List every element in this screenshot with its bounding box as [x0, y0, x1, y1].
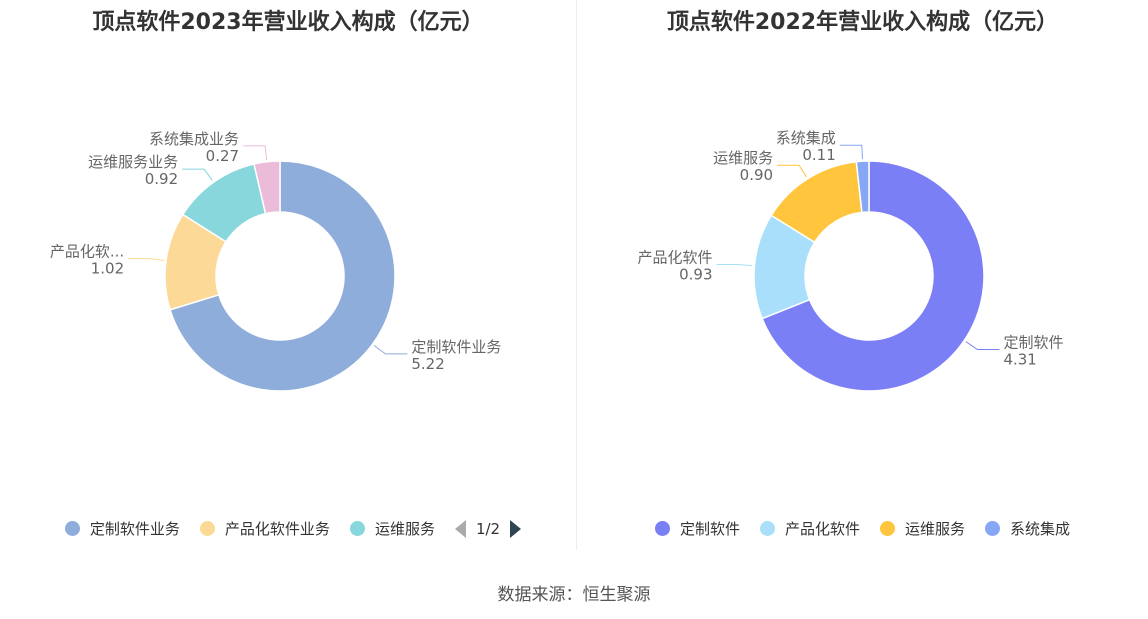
- legend-label: 定制软件业务: [89, 520, 180, 538]
- slice-label: 运维服务业务: [88, 153, 178, 171]
- legend-item[interactable]: 产品化软件业务: [199, 518, 330, 539]
- leader-line: [716, 263, 753, 267]
- legend-item[interactable]: 系统集成: [985, 518, 1070, 539]
- legend-marker: [759, 521, 775, 536]
- pie-slice[interactable]: [253, 160, 281, 215]
- legend-item[interactable]: 定制软件业务: [64, 518, 180, 539]
- legend-item[interactable]: 定制软件: [654, 518, 740, 539]
- legend-marker: [349, 521, 365, 536]
- slice-label: 系统集成业务: [149, 130, 239, 148]
- slice-label: 定制软件: [1003, 333, 1063, 351]
- legend-pager: 1/2: [454, 519, 522, 538]
- leader-line: [128, 258, 165, 261]
- legend-marker: [880, 521, 895, 536]
- chart-panel-2022: 顶点软件2022年营业收入构成（亿元） 定制软件 4.31 产品化软件 0.93 运维服…: [577, 0, 1148, 560]
- leader-line: [777, 164, 807, 178]
- slice-value-label: 4.31: [1003, 350, 1036, 368]
- legend-item[interactable]: 运维服务: [880, 518, 965, 539]
- slice-label: 产品化软件: [637, 248, 712, 266]
- slice-label: 系统集成: [776, 129, 836, 147]
- slice-label: 定制软件业务: [411, 338, 501, 356]
- leader-line: [839, 144, 864, 160]
- leader-line: [182, 168, 213, 181]
- legend-marker: [654, 521, 670, 536]
- legend-item[interactable]: 产品化软件: [759, 518, 860, 539]
- legend-marker: [985, 521, 1001, 536]
- leader-line: [965, 341, 1000, 350]
- slice-value-label: 1.02: [91, 260, 124, 278]
- slice-value-label: 5.22: [411, 355, 444, 373]
- legend-item[interactable]: 运维服务: [349, 518, 435, 539]
- chart-title: 顶点软件2023年营业收入构成（亿元）: [92, 10, 484, 35]
- legend-label: 运维服务: [905, 520, 966, 538]
- pie-slice[interactable]: [761, 160, 985, 392]
- data-source-note: 数据来源：恒生聚源: [497, 585, 651, 605]
- panel-divider: [576, 0, 577, 550]
- chart-panel-2023: 顶点软件2023年营业收入构成（亿元） 定制软件业务 5.22 产品化软... 1.0…: [0, 0, 576, 560]
- slice-value-label: 0.27: [206, 147, 239, 165]
- pager-next-icon[interactable]: [510, 519, 522, 538]
- pie-slice[interactable]: [855, 160, 870, 214]
- pager-text: 1/2: [475, 519, 501, 538]
- legend-label: 产品化软件: [784, 520, 860, 538]
- legend-label: 产品化软件业务: [224, 520, 330, 538]
- chart-title: 顶点软件2022年营业收入构成（亿元）: [666, 10, 1059, 35]
- legend-label: 系统集成: [1010, 520, 1071, 538]
- slice-value-label: 0.11: [802, 146, 835, 164]
- slice-value-label: 0.93: [679, 265, 712, 283]
- leader-line: [243, 145, 268, 160]
- legend-marker: [199, 521, 215, 536]
- slice-label: 运维服务: [713, 149, 773, 167]
- legend: 定制软件业务 产品化软件业务 运维服务 1/2: [0, 518, 576, 539]
- legend-marker: [64, 521, 80, 536]
- legend: 定制软件 产品化软件 运维服务 系统集成: [577, 518, 1148, 539]
- leader-line: [373, 345, 408, 355]
- slice-label: 产品化软...: [50, 243, 124, 261]
- legend-label: 定制软件: [679, 520, 740, 538]
- pie-slice[interactable]: [169, 160, 396, 392]
- pager-prev-icon[interactable]: [454, 519, 466, 538]
- legend-label: 运维服务: [374, 520, 435, 538]
- slice-value-label: 0.92: [145, 170, 178, 188]
- slice-value-label: 0.90: [740, 166, 773, 184]
